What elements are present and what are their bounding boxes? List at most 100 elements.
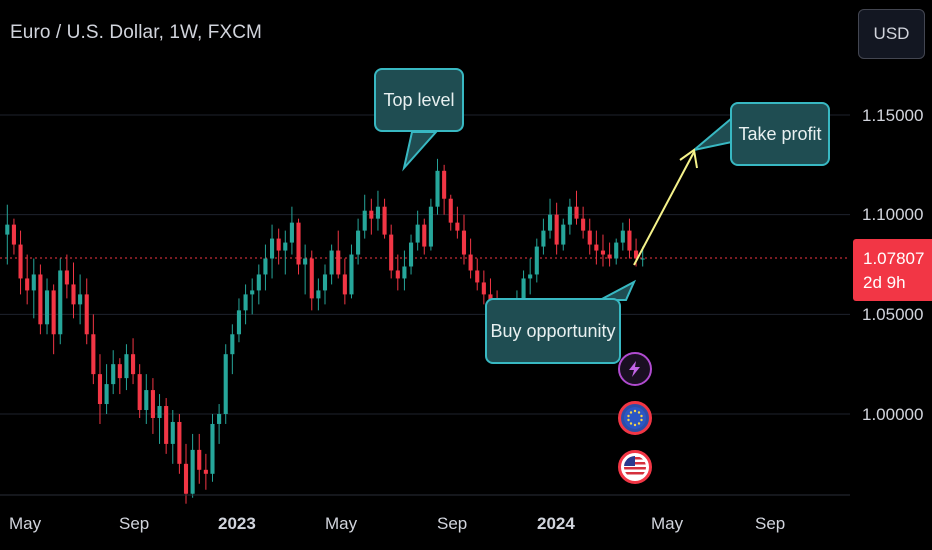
candle-body — [269, 238, 275, 259]
take-profit-callout[interactable]: Take profit — [730, 102, 830, 166]
candle-body — [124, 354, 129, 379]
candle — [574, 190, 579, 225]
currency-button[interactable]: USD — [858, 9, 925, 59]
candle — [5, 204, 10, 265]
time-label-may: May — [9, 514, 42, 533]
time-axis: May Sep 2023 May Sep 2024 May Sep — [9, 514, 785, 533]
candle-body — [303, 258, 308, 265]
candle-body — [402, 266, 407, 279]
candle — [150, 378, 155, 434]
candle — [303, 244, 308, 295]
candle — [561, 218, 566, 251]
candle — [554, 202, 559, 255]
candle — [276, 228, 281, 265]
candle — [342, 258, 347, 305]
candle — [144, 374, 149, 424]
candle — [587, 218, 592, 255]
candle — [164, 398, 169, 454]
eu-flag-icon[interactable] — [618, 401, 652, 435]
candle — [336, 230, 341, 279]
candle-body — [362, 210, 367, 231]
candle-body — [342, 274, 347, 295]
candle-body — [183, 463, 189, 494]
candle-body — [84, 294, 89, 335]
candle — [382, 198, 387, 239]
candle-body — [455, 222, 460, 231]
candle — [455, 206, 460, 239]
candle — [349, 244, 354, 299]
top-level-callout[interactable]: Top level — [374, 68, 464, 132]
candle-body — [614, 242, 619, 259]
candle-body — [620, 230, 625, 243]
candle-body — [283, 242, 288, 251]
current-price-value: 1.07807 — [863, 249, 925, 268]
candle-body — [150, 390, 155, 418]
candle-body — [415, 224, 420, 243]
candle — [25, 254, 30, 305]
candle-body — [250, 290, 255, 295]
candle-body — [203, 469, 208, 474]
lightning-icon[interactable] — [618, 352, 652, 386]
candle — [44, 278, 50, 335]
candle-body — [230, 334, 235, 355]
candle — [375, 190, 381, 231]
candle — [475, 258, 480, 291]
us-flag-icon[interactable] — [618, 450, 652, 484]
take-profit-arrow — [633, 151, 695, 266]
candle — [541, 218, 546, 255]
candle-body — [408, 242, 414, 267]
candle — [11, 218, 16, 255]
candle — [600, 234, 606, 267]
candle-body — [389, 234, 394, 271]
candle-body — [316, 290, 321, 299]
candle-body — [144, 390, 149, 411]
buy-opportunity-callout[interactable]: Buy opportunity — [485, 298, 621, 364]
candle-body — [634, 250, 639, 259]
candle — [177, 414, 182, 474]
candle-body — [131, 354, 136, 375]
candle-body — [309, 258, 314, 299]
candle — [84, 278, 89, 345]
candle-body — [157, 406, 162, 418]
candle-body — [276, 238, 281, 251]
candle — [58, 258, 63, 345]
candle-body — [395, 270, 400, 279]
take-profit-callout-tail — [693, 115, 733, 151]
candle — [448, 194, 453, 231]
candle-body — [336, 250, 341, 275]
candle-body — [475, 270, 480, 283]
top-level-callout-tail — [402, 131, 439, 172]
take-profit-label: Take profit — [738, 123, 822, 144]
candle-body — [91, 334, 96, 375]
candle-body — [627, 230, 632, 251]
candle-body — [554, 214, 559, 245]
candle-body — [217, 414, 222, 424]
candle — [461, 214, 467, 265]
candle-body — [71, 284, 76, 305]
candle — [78, 274, 83, 325]
candle — [567, 198, 572, 235]
candle-body — [31, 274, 36, 291]
candle — [31, 258, 36, 319]
candle-body — [263, 258, 268, 275]
candle — [428, 198, 433, 251]
candle-body — [223, 354, 228, 414]
buy-opportunity-label: Buy opportunity — [490, 320, 616, 341]
candle — [362, 194, 367, 239]
candle — [203, 453, 208, 490]
candle — [223, 344, 228, 424]
candle-body — [587, 230, 592, 245]
candle — [322, 264, 328, 305]
candle-body — [329, 250, 334, 275]
candle — [389, 224, 394, 279]
candle-body — [177, 421, 182, 464]
candle-body — [607, 254, 612, 259]
candle-body — [170, 421, 175, 444]
price-axis: 1.15000 1.10000 1.05000 1.00000 — [862, 106, 923, 424]
candle-body — [481, 282, 486, 295]
candle-body — [210, 423, 215, 474]
candle-body — [375, 206, 381, 219]
candle — [614, 238, 619, 265]
